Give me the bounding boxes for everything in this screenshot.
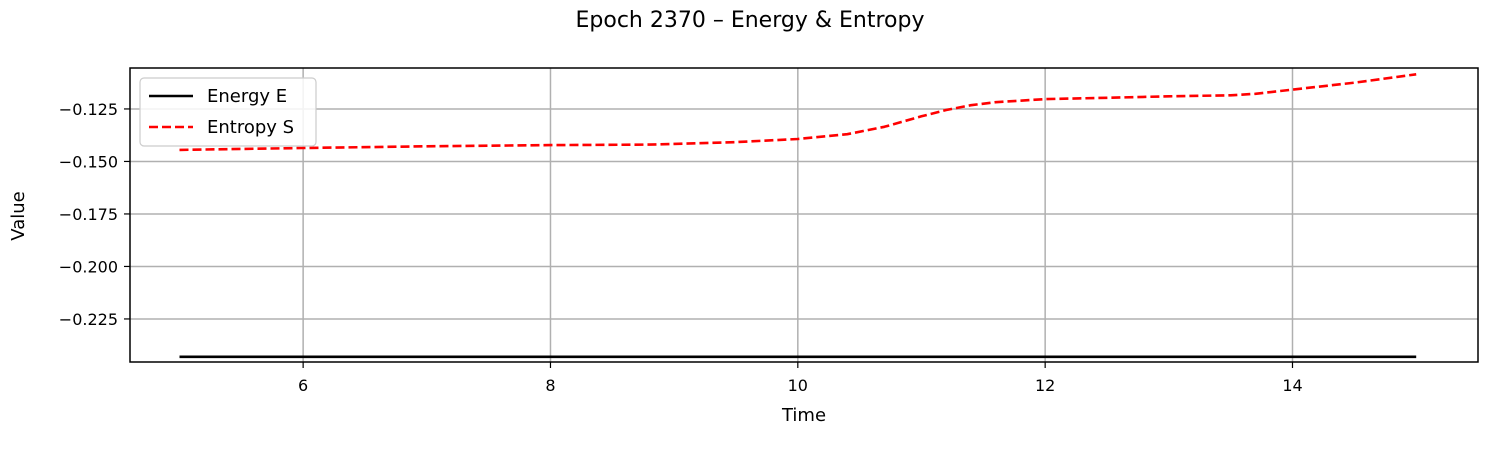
y-tick-label: −0.225 xyxy=(59,310,118,329)
x-tick-label: 14 xyxy=(1282,376,1302,395)
y-tick-label: −0.150 xyxy=(59,152,118,171)
series-group xyxy=(179,73,1417,359)
y-tick-label: −0.125 xyxy=(59,100,118,119)
y-tick-label: −0.175 xyxy=(59,205,118,224)
legend-label-entropy: Entropy S xyxy=(207,117,294,138)
y-tick-label: −0.200 xyxy=(59,257,118,276)
x-axis-label: Time xyxy=(781,405,826,426)
y-axis-label: Value xyxy=(8,191,29,240)
x-axis: 6 8 10 12 14 xyxy=(298,362,1303,395)
x-tick-label: 6 xyxy=(298,376,308,395)
x-tick-label: 10 xyxy=(788,376,808,395)
chart-title: Epoch 2370 – Energy & Entropy xyxy=(576,8,925,33)
y-axis: −0.225 −0.200 −0.175 −0.150 −0.125 xyxy=(59,100,130,329)
legend-label-energy: Energy E xyxy=(207,86,287,107)
plot-frame xyxy=(129,67,1479,363)
grid xyxy=(130,68,1478,362)
legend: Energy E Entropy S xyxy=(139,77,317,147)
x-tick-label: 8 xyxy=(545,376,555,395)
x-tick-label: 12 xyxy=(1035,376,1055,395)
series-line-entropy-s xyxy=(179,73,1417,152)
